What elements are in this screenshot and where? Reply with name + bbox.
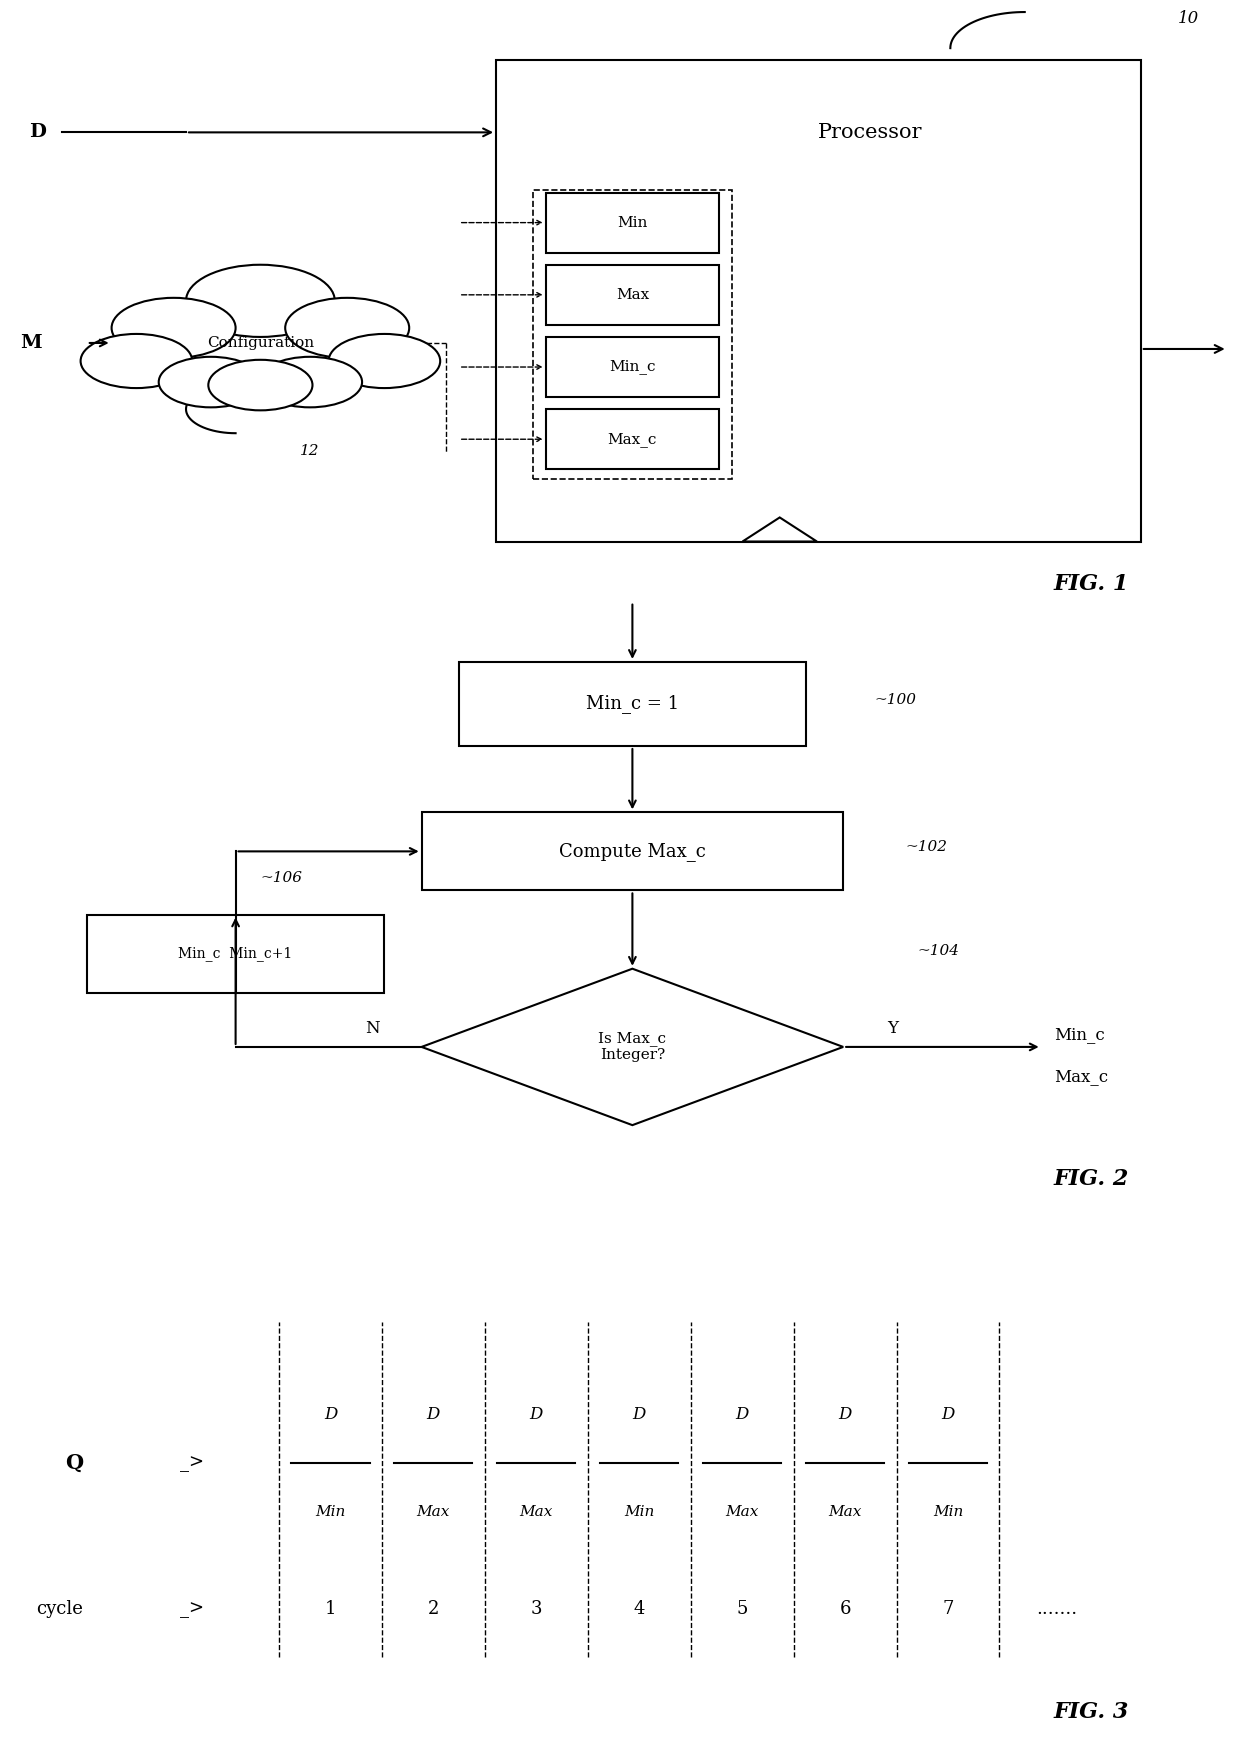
Text: FIG. 3: FIG. 3 bbox=[1054, 1700, 1128, 1723]
Text: M: M bbox=[20, 333, 42, 352]
Text: D: D bbox=[632, 1406, 646, 1423]
Bar bbox=[496, 59, 1141, 541]
Text: Is Max_c
Integer?: Is Max_c Integer? bbox=[599, 1031, 666, 1062]
Circle shape bbox=[258, 358, 362, 408]
Text: Max_c: Max_c bbox=[608, 433, 657, 446]
Text: D: D bbox=[529, 1406, 543, 1423]
Circle shape bbox=[285, 298, 409, 358]
Text: FIG. 1: FIG. 1 bbox=[1054, 572, 1128, 595]
Text: ~106: ~106 bbox=[260, 872, 303, 886]
Circle shape bbox=[112, 298, 236, 358]
Text: Processor: Processor bbox=[817, 122, 923, 141]
Text: 6: 6 bbox=[839, 1599, 851, 1618]
Text: D: D bbox=[427, 1406, 440, 1423]
Text: 2: 2 bbox=[428, 1599, 439, 1618]
Text: ~100: ~100 bbox=[874, 692, 916, 706]
Circle shape bbox=[186, 265, 335, 337]
Text: D: D bbox=[941, 1406, 955, 1423]
Text: ~104: ~104 bbox=[918, 944, 960, 957]
Text: 10: 10 bbox=[1178, 9, 1199, 26]
Text: Compute Max_c: Compute Max_c bbox=[559, 842, 706, 862]
Text: Y: Y bbox=[888, 1020, 898, 1038]
Text: FIG. 2: FIG. 2 bbox=[1054, 1168, 1128, 1191]
Text: 5: 5 bbox=[737, 1599, 748, 1618]
Text: N: N bbox=[365, 1020, 379, 1038]
Text: Min: Min bbox=[315, 1505, 346, 1519]
Text: D: D bbox=[324, 1406, 337, 1423]
Bar bbox=[533, 190, 732, 480]
Text: Min_c = 1: Min_c = 1 bbox=[585, 694, 680, 713]
Text: Max: Max bbox=[725, 1505, 759, 1519]
Text: Configuration: Configuration bbox=[207, 337, 314, 351]
Text: 12: 12 bbox=[300, 445, 320, 459]
Text: Min_c: Min_c bbox=[1054, 1027, 1105, 1043]
Text: ~102: ~102 bbox=[905, 841, 947, 855]
Text: Min: Min bbox=[932, 1505, 963, 1519]
Bar bbox=[546, 192, 719, 253]
Text: D: D bbox=[838, 1406, 852, 1423]
Text: Max: Max bbox=[828, 1505, 862, 1519]
Bar bbox=[546, 410, 719, 469]
Text: Min_c: Min_c bbox=[609, 359, 656, 375]
Bar bbox=[546, 265, 719, 324]
Bar bbox=[87, 914, 384, 992]
Text: cycle: cycle bbox=[36, 1599, 83, 1618]
Text: Max: Max bbox=[520, 1505, 553, 1519]
Text: 7: 7 bbox=[942, 1599, 954, 1618]
Text: D: D bbox=[735, 1406, 749, 1423]
Circle shape bbox=[159, 358, 263, 408]
Text: Q: Q bbox=[66, 1453, 83, 1474]
Text: Min: Min bbox=[618, 216, 647, 230]
Bar bbox=[422, 813, 843, 891]
Bar bbox=[546, 337, 719, 398]
Text: _>: _> bbox=[180, 1454, 205, 1472]
Text: _>: _> bbox=[180, 1599, 205, 1618]
Text: 1: 1 bbox=[325, 1599, 336, 1618]
Text: Max: Max bbox=[417, 1505, 450, 1519]
Circle shape bbox=[81, 333, 192, 389]
Circle shape bbox=[329, 333, 440, 389]
Text: Max_c: Max_c bbox=[1054, 1069, 1109, 1085]
Text: 4: 4 bbox=[634, 1599, 645, 1618]
Text: D: D bbox=[29, 124, 46, 141]
Bar bbox=[459, 661, 806, 746]
Text: Min: Min bbox=[624, 1505, 655, 1519]
Text: Max: Max bbox=[616, 288, 649, 302]
Text: .......: ....... bbox=[1037, 1599, 1078, 1618]
Text: 3: 3 bbox=[531, 1599, 542, 1618]
Circle shape bbox=[208, 359, 312, 410]
Text: Min_c  Min_c+1: Min_c Min_c+1 bbox=[179, 947, 293, 961]
